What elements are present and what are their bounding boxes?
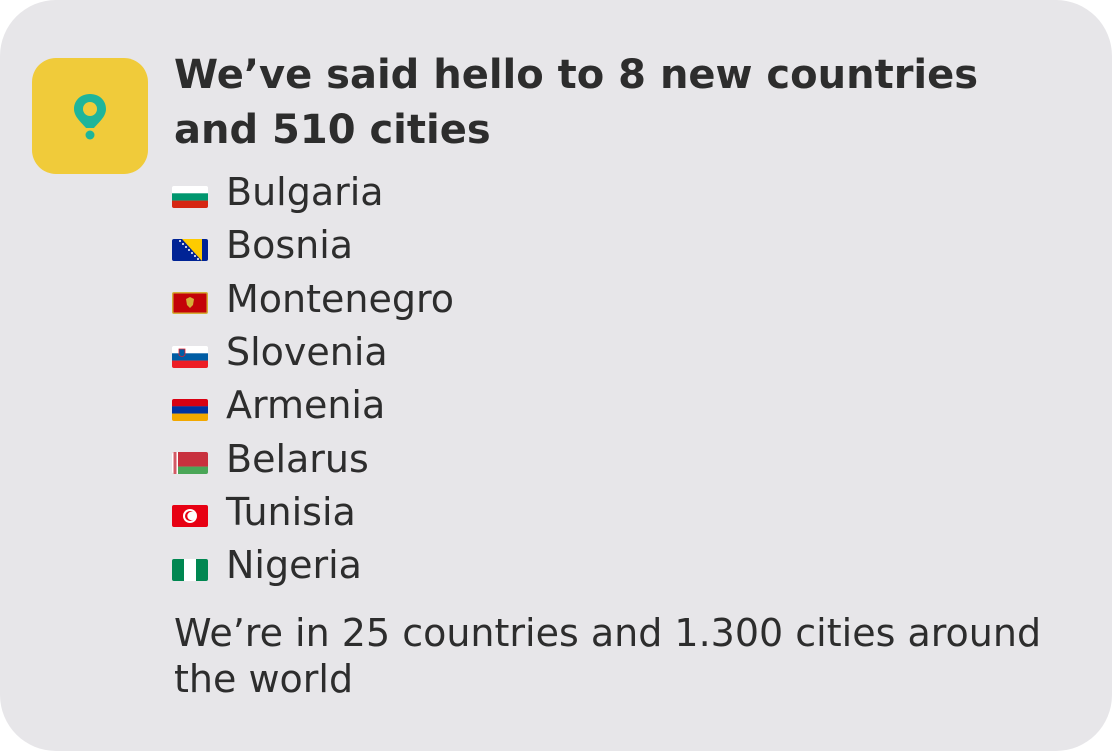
country-name: Nigeria: [226, 543, 362, 588]
list-item-montenegro: Montenegro: [172, 273, 454, 326]
list-item-slovenia: Slovenia: [172, 326, 454, 379]
country-list: Bulgaria Bosnia: [172, 166, 454, 592]
nigeria-flag-icon: [172, 558, 208, 581]
country-name: Bulgaria: [226, 170, 384, 215]
montenegro-flag-icon: [172, 292, 208, 315]
card-title: We’ve said hello to 8 new countries and …: [174, 52, 979, 153]
country-name: Belarus: [226, 436, 369, 481]
summary-text: We’re in 25 countries and 1.300 cities a…: [174, 611, 1042, 701]
list-item-tunisia: Tunisia: [172, 486, 454, 539]
list-item-bosnia: Bosnia: [172, 219, 454, 272]
bosnia-flag-icon: [172, 238, 208, 261]
list-item-belarus: Belarus: [172, 432, 454, 485]
country-name: Slovenia: [226, 330, 388, 375]
tunisia-flag-icon: [172, 505, 208, 528]
country-name: Tunisia: [226, 489, 356, 534]
list-item-nigeria: Nigeria: [172, 539, 454, 592]
list-item-armenia: Armenia: [172, 379, 454, 432]
belarus-flag-icon: [172, 452, 208, 475]
map-pin-icon: [70, 90, 110, 142]
bulgaria-flag-icon: [172, 185, 208, 208]
country-name: Montenegro: [226, 276, 455, 321]
armenia-flag-icon: [172, 398, 208, 421]
slovenia-flag-icon: [172, 345, 208, 368]
list-item-bulgaria: Bulgaria: [172, 166, 454, 219]
country-name: Armenia: [226, 383, 386, 428]
country-name: Bosnia: [226, 223, 354, 268]
badge: [32, 58, 148, 174]
